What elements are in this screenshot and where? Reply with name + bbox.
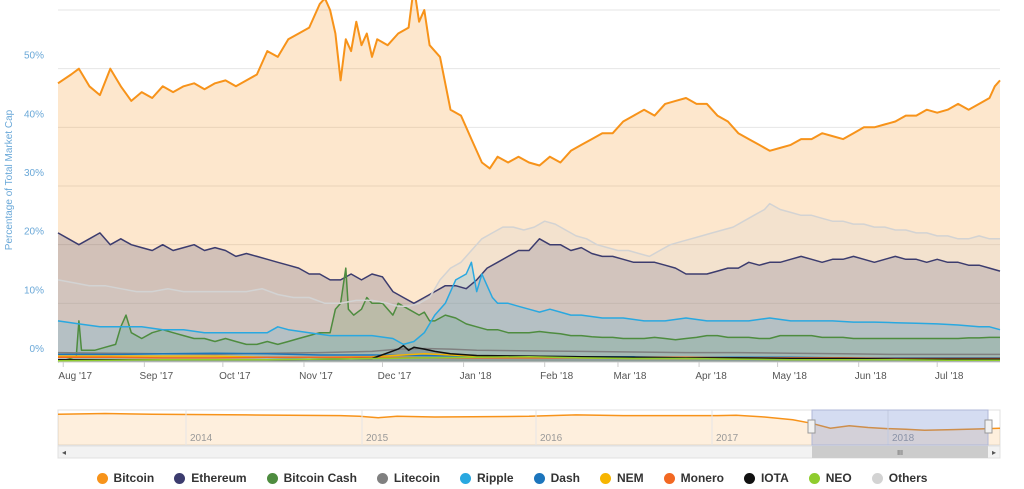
series-lines [57, 0, 1001, 363]
x-tick-label: Mar '18 [613, 371, 646, 382]
x-axis-ticks: Aug '17 Sep '17 Oct '17 Nov '17 Dec '17 Jan '… [58, 361, 1000, 382]
series-area-bitcoin [58, 0, 1000, 362]
y-tick-label: 0% [30, 344, 45, 355]
navigator-year-labels: 2014 2015 2016 2017 2018 [185, 410, 915, 445]
navigator-area [58, 413, 1000, 445]
navigator-year-label: 2017 [716, 433, 739, 444]
series-line-ripple[interactable] [57, 261, 1001, 346]
y-axis-ticks: 0% 10% 20% 30% 40% 50% [24, 51, 44, 355]
navigator-scrollbar[interactable]: III ◂ ▸ [57, 445, 1001, 459]
legend-item-ethereum[interactable]: Ethereum [174, 471, 247, 485]
scroll-left-arrow-icon[interactable]: ◂ [62, 448, 66, 457]
legend-item-dash[interactable]: Dash [533, 471, 580, 485]
series-line-bitcoin-cash[interactable] [57, 267, 1000, 363]
x-tick-label: Apr '18 [695, 371, 727, 382]
legend-label: IOTA [760, 471, 789, 485]
scrollbar-track[interactable] [57, 445, 1001, 459]
navigator-series [57, 412, 1001, 445]
legend-label: Ripple [476, 471, 514, 485]
legend-marker-icon [533, 472, 545, 484]
series-area-others [58, 203, 1000, 362]
x-tick-label: Jul '18 [935, 371, 964, 382]
legend-item-neo[interactable]: NEO [808, 471, 852, 485]
x-tick-label: Sep '17 [140, 371, 174, 382]
legend-marker-icon [174, 472, 186, 484]
legend-item-iota[interactable]: IOTA [743, 471, 789, 485]
scroll-right-arrow-icon[interactable]: ▸ [992, 448, 996, 457]
legend-item-ripple[interactable]: Ripple [459, 471, 514, 485]
navigator-year-label: 2015 [366, 433, 389, 444]
x-tick-label: Jan '18 [460, 371, 492, 382]
legend-marker-icon [376, 472, 388, 484]
legend-item-monero[interactable]: Monero [663, 471, 724, 485]
legend-label: Ethereum [191, 471, 247, 485]
x-tick-label: Oct '17 [219, 371, 251, 382]
legend-label: Bitcoin Cash [283, 471, 357, 485]
legend-marker-icon [663, 472, 675, 484]
navigator-handle-left[interactable] [807, 419, 816, 434]
legend-marker-icon [871, 472, 883, 484]
legend-label: Others [888, 471, 928, 485]
scrollbar-thumb[interactable] [812, 446, 988, 458]
legend-marker-icon [599, 472, 611, 484]
legend-item-nem[interactable]: NEM [599, 471, 644, 485]
legend-marker-icon [743, 472, 755, 484]
legend-label: Litecoin [393, 471, 440, 485]
legend-label: Dash [550, 471, 580, 485]
legend-label: NEM [616, 471, 644, 485]
navigator-year-label: 2018 [892, 433, 915, 444]
x-tick-label: Jun '18 [855, 371, 887, 382]
x-tick-label: May '18 [772, 371, 807, 382]
chart-legend: Bitcoin Ethereum Bitcoin Cash Litecoin Rippl… [0, 468, 1024, 488]
x-tick-label: Aug '17 [58, 371, 92, 382]
grid-lines [58, 9, 1000, 363]
y-tick-label: 50% [24, 51, 44, 62]
navigator-background [57, 409, 1001, 446]
y-tick-label: 10% [24, 285, 44, 296]
navigator-year-label: 2014 [190, 433, 213, 444]
legend-marker-icon [266, 472, 278, 484]
range-navigator[interactable]: 2014 2015 2016 2017 2018 [57, 409, 1001, 446]
x-tick-label: Dec '17 [378, 371, 412, 382]
legend-marker-icon [459, 472, 471, 484]
legend-item-litecoin[interactable]: Litecoin [376, 471, 440, 485]
series-line-neo[interactable] [57, 355, 1000, 362]
navigator-handle-right[interactable] [984, 419, 993, 434]
series-line-bitcoin[interactable] [57, 0, 1001, 170]
series-line-ethereum[interactable] [57, 232, 1001, 305]
legend-marker-icon [808, 472, 820, 484]
legend-marker-icon [96, 472, 108, 484]
x-tick-label: Nov '17 [299, 371, 333, 382]
x-tick-label: Feb '18 [540, 371, 573, 382]
legend-label: NEO [825, 471, 852, 485]
navigator-selected-range[interactable] [811, 409, 989, 446]
navigator-year-label: 2016 [540, 433, 563, 444]
chart-canvas: 0% 10% 20% 30% 40% 50% Aug '17 Sep '17 Oct '17 N… [4, 0, 1001, 459]
legend-label: Bitcoin [113, 471, 155, 485]
legend-item-others[interactable]: Others [871, 471, 928, 485]
scrollbar-grip: III [897, 450, 903, 457]
navigator-line [57, 412, 1001, 432]
series-area-ripple [58, 262, 1000, 362]
legend-item-bitcoin[interactable]: Bitcoin [96, 471, 155, 485]
series-areas [58, 0, 1000, 362]
legend-label: Monero [680, 471, 724, 485]
y-tick-label: 30% [24, 168, 44, 179]
y-tick-label: 40% [24, 109, 44, 120]
y-tick-label: 20% [24, 227, 44, 238]
legend-item-bitcoin-cash[interactable]: Bitcoin Cash [266, 471, 357, 485]
series-line-others[interactable] [57, 202, 1000, 308]
y-axis-title: Percentage of Total Market Cap [4, 109, 15, 250]
